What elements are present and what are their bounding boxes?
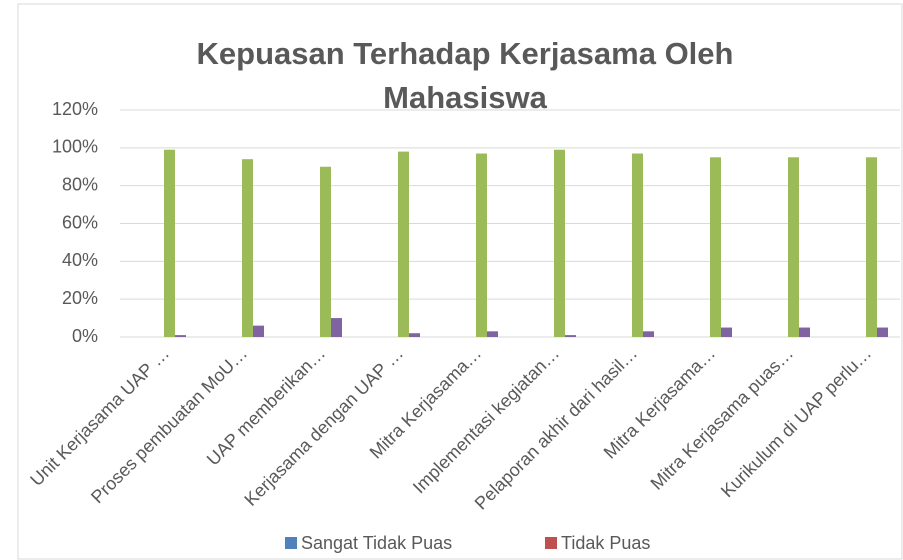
legend-label: Sangat Tidak Puas bbox=[301, 533, 452, 553]
legend-swatch bbox=[285, 537, 297, 549]
bar bbox=[788, 157, 799, 337]
bar bbox=[799, 327, 810, 337]
y-tick-label: 100% bbox=[52, 137, 98, 157]
bar bbox=[164, 149, 175, 337]
bar bbox=[487, 331, 498, 337]
y-tick-label: 120% bbox=[52, 99, 98, 119]
y-tick-label: 80% bbox=[62, 174, 98, 194]
bar bbox=[710, 157, 721, 337]
y-tick-label: 60% bbox=[62, 212, 98, 232]
bar bbox=[253, 325, 264, 337]
y-tick-label: 0% bbox=[72, 326, 98, 346]
chart-frame bbox=[17, 3, 903, 560]
bar bbox=[643, 331, 654, 337]
bar bbox=[554, 149, 565, 337]
bar bbox=[632, 153, 643, 337]
bar bbox=[565, 335, 576, 337]
x-tick-label: Proses pembuatan MoU… bbox=[87, 343, 251, 507]
bar bbox=[409, 333, 420, 337]
y-tick-label: 20% bbox=[62, 288, 98, 308]
chart-title: Kepuasan Terhadap Kerjasama Oleh Mahasis… bbox=[196, 36, 734, 115]
bar bbox=[320, 166, 331, 337]
bar bbox=[476, 153, 487, 337]
bar bbox=[331, 318, 342, 337]
y-tick-label: 40% bbox=[62, 250, 98, 270]
bar bbox=[866, 157, 877, 337]
x-tick-label: Pelaporan akhir dari hasil… bbox=[471, 343, 642, 514]
legend-label: Tidak Puas bbox=[561, 533, 650, 553]
bar bbox=[175, 335, 186, 337]
x-tick-label: Unit Kerjasama UAP … bbox=[26, 343, 173, 490]
legend-swatch bbox=[545, 537, 557, 549]
x-tick-label: Kurikulum di UAP perlu… bbox=[717, 343, 875, 501]
x-tick-label: Implementasi kegiatan… bbox=[409, 343, 563, 497]
bar bbox=[242, 159, 253, 337]
x-tick-label: Mitra Kerjasama puas… bbox=[647, 343, 798, 494]
bar bbox=[721, 327, 732, 337]
x-tick-label: Kerjasama dengan UAP … bbox=[240, 343, 407, 510]
bar bbox=[877, 327, 888, 337]
bar bbox=[398, 151, 409, 337]
